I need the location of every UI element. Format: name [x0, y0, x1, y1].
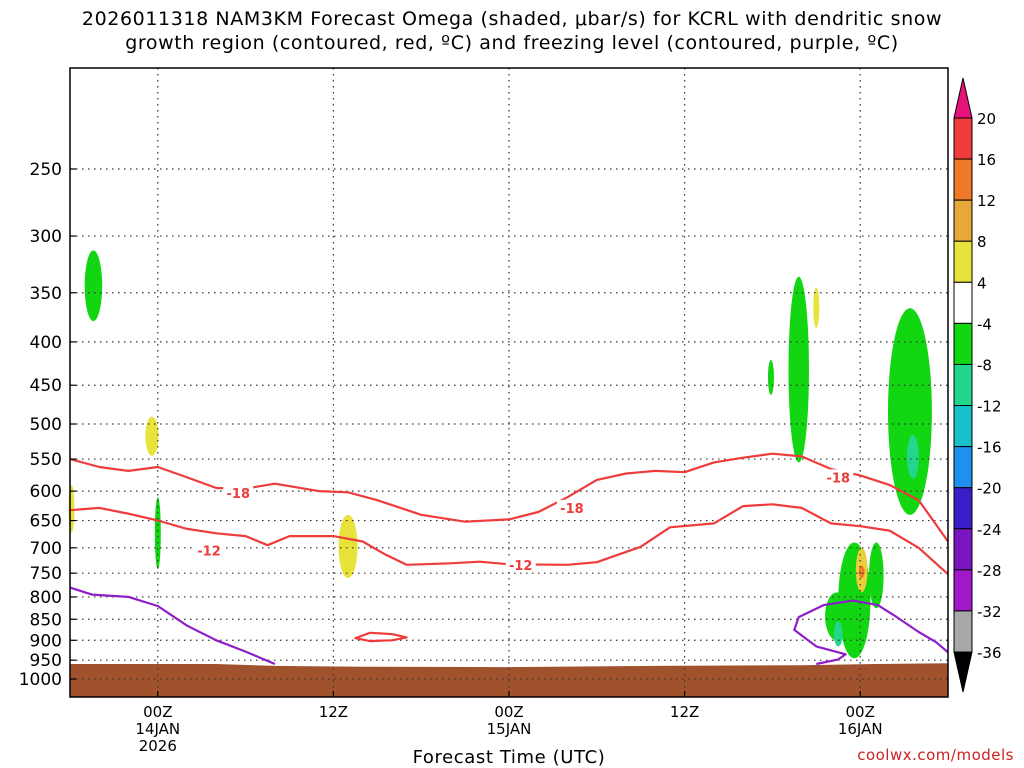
- chart-title-line-2: growth region (contoured, red, ºC) and f…: [125, 32, 899, 54]
- y-tick-label: 350: [30, 284, 62, 304]
- colorbar-label: 4: [977, 274, 987, 292]
- freezing-level-line-right: [793, 599, 949, 666]
- source-credit[interactable]: coolwx.com/models: [857, 746, 1014, 764]
- colorbar-swatch: [953, 117, 973, 160]
- contour-label: -12: [509, 559, 533, 574]
- colorbar-label: -32: [977, 603, 1002, 621]
- contour-label-bg: [223, 484, 254, 500]
- colorbar-top-arrow: [953, 77, 973, 119]
- y-tick-label: 500: [30, 415, 62, 435]
- omega-shaded-region: [154, 497, 161, 570]
- chart-title-line-1: 2026011318 NAM3KM Forecast Omega (shaded…: [81, 8, 943, 30]
- grid-layer: [70, 68, 948, 697]
- y-tick-label: 750: [30, 564, 62, 584]
- y-tick-label: 300: [30, 227, 62, 247]
- colorbar-label: -8: [977, 356, 992, 374]
- omega-shaded-region: [813, 287, 820, 328]
- colorbar-swatch: [953, 199, 973, 242]
- colorbar-label: 16: [977, 151, 996, 169]
- colorbar-bottom-arrow: [953, 651, 973, 693]
- y-tick-label: 950: [30, 651, 62, 671]
- y-tick-label: 400: [30, 333, 62, 353]
- x-axis-title: Forecast Time (UTC): [412, 747, 606, 768]
- omega-shaded-region: [84, 250, 103, 322]
- contour-closed-line: [354, 631, 408, 643]
- contour-layer: -18 -18 -18 -12 -12: [69, 452, 949, 666]
- colorbar-label: -24: [977, 521, 1002, 539]
- colorbar-swatch: [953, 610, 973, 653]
- contour-minus18-line: [69, 452, 949, 543]
- colorbar-swatch: [953, 528, 973, 571]
- omega-shaded-region: [868, 542, 884, 609]
- colorbar-label: 8: [977, 233, 987, 251]
- y-tick-label: 450: [30, 376, 62, 396]
- contour-label: -12: [197, 544, 221, 559]
- colorbar-label: -36: [977, 644, 1002, 662]
- contour-label-bg: [194, 542, 225, 558]
- omega-shaded-region: [907, 434, 919, 479]
- colorbar-label: -28: [977, 562, 1002, 580]
- colorbar-swatch: [953, 363, 973, 407]
- y-tick-label: 650: [30, 512, 62, 532]
- x-tick-label: 12Z: [319, 703, 348, 721]
- x-tick-label: 00Z: [143, 703, 172, 721]
- contour-label: -18: [227, 487, 251, 502]
- contour-label: -18: [560, 502, 584, 517]
- colorbar-swatch: [953, 446, 973, 489]
- colorbar-swatch: [953, 240, 973, 283]
- y-tick-label: 1000: [19, 670, 62, 690]
- colorbar-swatch: [953, 487, 973, 530]
- omega-shaded-region: [338, 514, 358, 579]
- contour-label-bg: [556, 499, 587, 515]
- x-tick-date: 14JAN: [135, 720, 180, 738]
- omega-shaded-region: [888, 308, 932, 515]
- colorbar-swatch: [953, 569, 973, 612]
- contour-label-bg: [505, 556, 536, 572]
- colorbar-label: -4: [977, 315, 992, 333]
- colorbar-label: -20: [977, 480, 1002, 498]
- y-tick-label: 900: [30, 631, 62, 651]
- y-tick-label: 850: [30, 610, 62, 630]
- colorbar-swatch: [953, 322, 973, 365]
- colorbar-swatch: [953, 158, 973, 201]
- freezing-level-line: [69, 586, 276, 666]
- x-tick-date: 16JAN: [838, 720, 883, 738]
- omega-shaded-region: [858, 565, 865, 579]
- y-tick-label: 250: [30, 160, 62, 180]
- contour-label-bg: [823, 469, 854, 485]
- contour-minus12-line: [69, 503, 949, 576]
- colorbar-swatch: [953, 405, 973, 448]
- contour-label: -18: [827, 471, 851, 486]
- y-tick-label: 800: [30, 588, 62, 608]
- x-tick-label: 00Z: [846, 703, 875, 721]
- omega-shaded-region: [767, 359, 774, 395]
- omega-shaded-region: [833, 621, 843, 647]
- axes-layer: 2503003504004505005506006507007508008509…: [19, 67, 949, 755]
- y-tick-label: 700: [30, 539, 62, 559]
- colorbar-label: 12: [977, 192, 996, 210]
- y-tick-label: 550: [30, 450, 62, 470]
- x-tick-year: 2026: [139, 737, 177, 755]
- colorbar-swatch: [953, 281, 973, 324]
- y-tick-label: 600: [30, 482, 62, 502]
- x-tick-date: 15JAN: [487, 720, 532, 738]
- x-tick-label: 12Z: [670, 703, 699, 721]
- omega-shaded-region: [788, 276, 809, 463]
- omega-shaded-region: [145, 416, 159, 456]
- colorbar-label: -16: [977, 439, 1002, 457]
- x-tick-label: 00Z: [494, 703, 523, 721]
- colorbar-label: 20: [977, 110, 996, 128]
- colorbar: 20 16 12 8 4 -4 -8 -12 -16 -20 -24 -28 -32 -36: [953, 77, 1002, 693]
- colorbar-label: -12: [977, 398, 1002, 416]
